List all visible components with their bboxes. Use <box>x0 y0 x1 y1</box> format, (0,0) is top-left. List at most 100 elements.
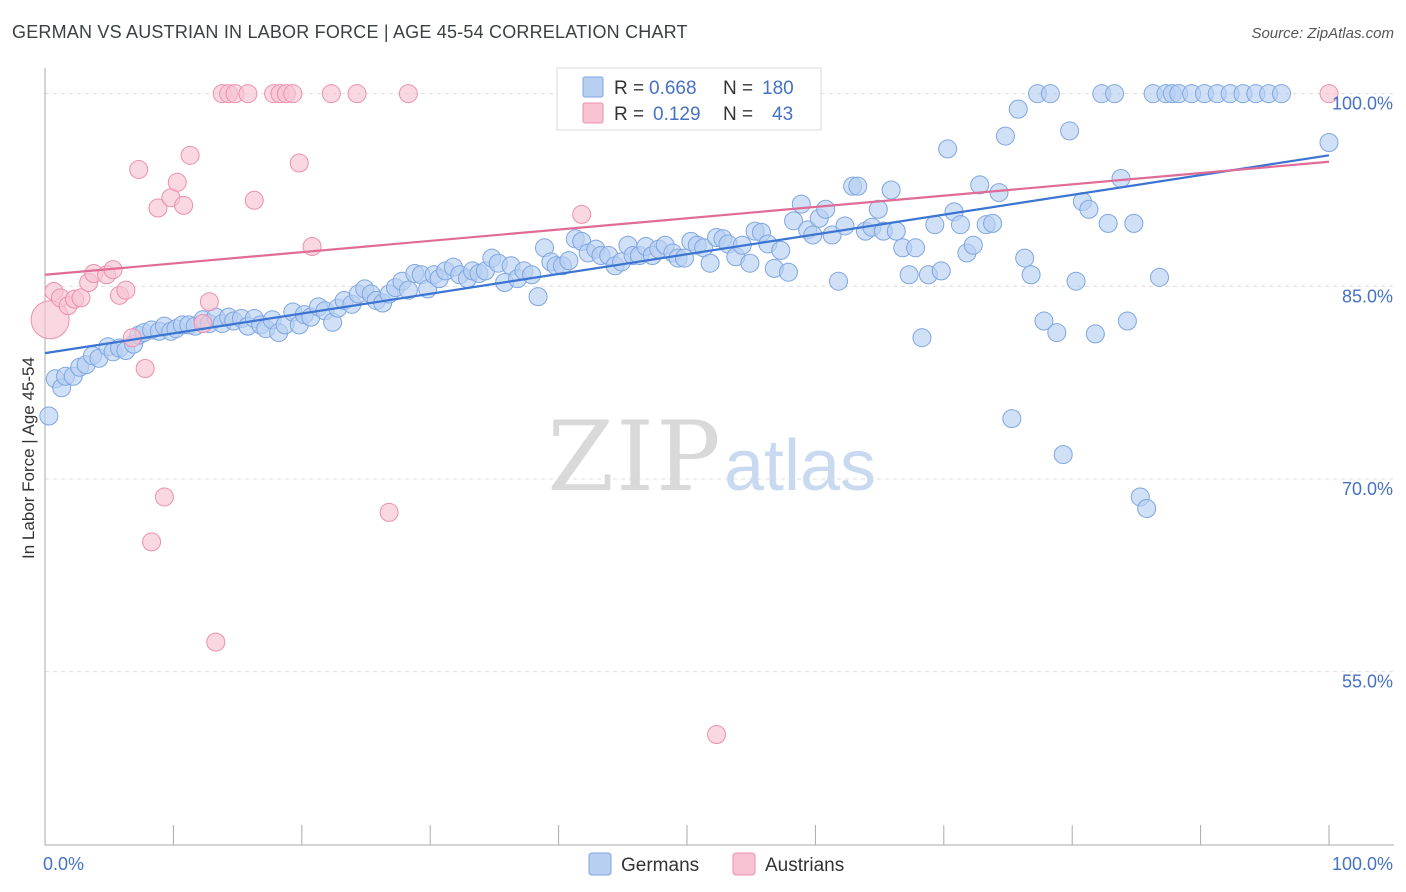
german-point <box>835 216 855 236</box>
german-point <box>1040 84 1060 104</box>
german-point <box>1137 499 1157 519</box>
austrian-point <box>347 84 367 104</box>
german-point <box>778 262 798 282</box>
german-point <box>1098 213 1118 233</box>
y-tick-label-2: 70.0% <box>1342 479 1393 499</box>
german-point <box>522 265 542 285</box>
y-axis-title: In Labor Force | Age 45-54 <box>19 357 38 559</box>
german-point <box>829 271 849 291</box>
german-point <box>1271 84 1291 104</box>
german-point <box>791 194 811 214</box>
german-point <box>912 328 932 348</box>
german-point <box>983 213 1003 233</box>
austrian-point <box>398 84 418 104</box>
austrian-point <box>142 532 162 552</box>
legend-n-value-germans: 180 <box>762 78 794 99</box>
german-point <box>931 261 951 281</box>
german-point <box>995 126 1015 146</box>
german-point <box>963 235 983 255</box>
x-tick-label-0: 0.0% <box>43 854 84 874</box>
german-point <box>1066 271 1086 291</box>
german-point <box>1053 445 1073 465</box>
german-point <box>881 180 901 200</box>
bottom-legend-swatch-austrians <box>732 852 756 876</box>
austrian-point <box>180 145 200 165</box>
german-point <box>740 253 760 273</box>
german-point <box>1150 267 1170 287</box>
german-point <box>1008 99 1028 119</box>
german-point <box>1060 121 1080 141</box>
trend-lines <box>44 154 1330 355</box>
german-point <box>1021 265 1041 285</box>
german-point <box>1002 409 1022 429</box>
stats-legend: R = 0.668 N = 180 R = 0.129 N = 43 <box>556 67 822 131</box>
austrian-trend-line <box>44 160 1330 276</box>
german-point <box>1085 324 1105 344</box>
legend-r-label-germans: R = <box>614 78 644 99</box>
german-point <box>886 221 906 241</box>
y-tick-label-0: 100.0% <box>1332 94 1393 114</box>
legend-swatch-germans <box>582 76 604 98</box>
austrian-point <box>238 84 258 104</box>
chart-title: GERMAN VS AUSTRIAN IN LABOR FORCE | AGE … <box>12 22 688 42</box>
german-point <box>970 175 990 195</box>
german-point <box>925 215 945 235</box>
german-point <box>1034 311 1054 331</box>
german-point <box>899 265 919 285</box>
germans-points <box>39 84 1339 519</box>
austrian-point <box>206 632 226 652</box>
y-tick-label-3: 55.0% <box>1342 672 1393 692</box>
tick-labels: 100.0% 85.0% 70.0% 55.0% 0.0% 100.0% <box>43 94 1393 874</box>
austrian-point <box>321 84 341 104</box>
bottom-legend-label-austrians: Austrians <box>765 855 844 876</box>
legend-r-value-austrians: 0.129 <box>653 104 701 125</box>
chart-source: Source: ZipAtlas.com <box>1251 25 1394 42</box>
austrian-point <box>71 288 91 308</box>
austrian-point <box>154 487 174 507</box>
german-point <box>1105 84 1125 104</box>
german-point <box>528 287 548 307</box>
german-point <box>906 238 926 258</box>
legend-n-label-germans: N = <box>723 78 753 99</box>
y-tick-label-1: 85.0% <box>1342 286 1393 306</box>
german-point <box>938 139 958 159</box>
austrian-point <box>167 172 187 192</box>
x-tick-label-1: 100.0% <box>1332 854 1393 874</box>
german-point <box>784 211 804 231</box>
german-point <box>771 240 791 260</box>
german-point <box>950 215 970 235</box>
austrian-point <box>174 195 194 215</box>
legend-n-label-austrians: N = <box>723 104 753 125</box>
legend-r-value-germans: 0.668 <box>649 78 697 99</box>
austrian-point <box>1319 84 1339 104</box>
austrian-point <box>244 190 264 210</box>
watermark-zip: ZIP <box>547 401 722 513</box>
german-point <box>1319 132 1339 152</box>
legend-n-value-austrians: 43 <box>772 104 793 125</box>
austrian-point <box>199 292 219 312</box>
austrian-point <box>135 359 155 379</box>
german-point <box>559 251 579 271</box>
german-point <box>816 199 836 219</box>
german-trend-line <box>44 154 1330 355</box>
legend-swatch-austrians <box>582 102 604 124</box>
austrian-point <box>707 725 727 745</box>
german-point <box>1117 311 1137 331</box>
austrian-point <box>379 502 399 522</box>
watermark-atlas: atlas <box>724 426 876 506</box>
german-point <box>1079 199 1099 219</box>
axes <box>44 68 1394 846</box>
german-point <box>1124 213 1144 233</box>
legend-r-label-austrians: R = <box>614 104 644 125</box>
watermark: ZIP atlas <box>547 401 876 513</box>
austrian-point <box>289 153 309 173</box>
german-point <box>848 176 868 196</box>
austrian-point <box>148 198 168 218</box>
austrian-point <box>572 204 592 224</box>
austrian-point <box>129 159 149 179</box>
german-point <box>1047 323 1067 343</box>
bottom-legend-swatch-germans <box>588 852 612 876</box>
series-legend: Germans Austrians <box>588 852 844 876</box>
austrian-point <box>116 280 136 300</box>
